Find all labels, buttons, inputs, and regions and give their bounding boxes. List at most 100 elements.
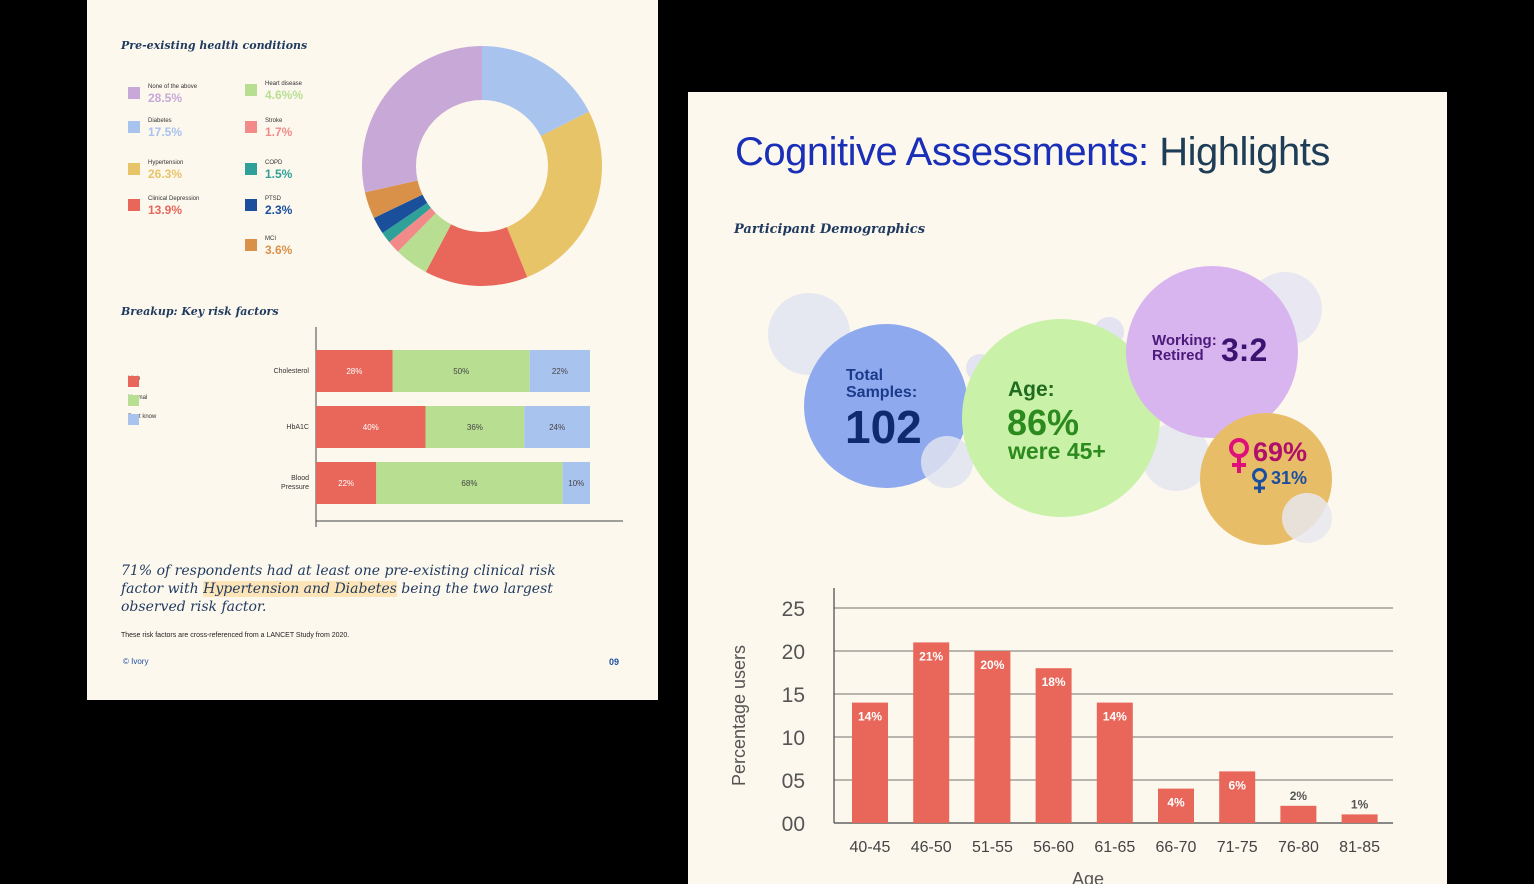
risk-legend-swatch	[128, 395, 139, 406]
health-donut-chart	[362, 46, 602, 286]
risk-bar-value-label: 40%	[363, 423, 379, 432]
risk-bar-value-label: 28%	[346, 367, 362, 376]
retired-label: Retired	[1152, 347, 1204, 364]
risk-bar-segment	[316, 406, 426, 448]
y-tick-label: 15	[782, 684, 805, 707]
donut-slice	[482, 46, 589, 137]
donut-slice	[397, 213, 452, 273]
cognitive-assessments-page: Cognitive Assessments: Highlights Partic…	[688, 92, 1447, 884]
risk-bar-segment	[529, 350, 590, 392]
y-tick-label: 10	[782, 727, 805, 750]
age-bar	[1341, 814, 1378, 823]
risk-category-line: Blood	[291, 475, 309, 482]
donut-slice	[362, 46, 482, 193]
working-retired-label: Working: Retired	[1152, 333, 1217, 363]
donut-slice	[364, 180, 423, 218]
age-bar	[1096, 702, 1133, 823]
age-subtext: were 45+	[1008, 438, 1106, 464]
bar-value-label: 6%	[1229, 778, 1247, 792]
legend-swatch	[128, 121, 140, 133]
decor-bubble	[921, 436, 973, 488]
risk-bar-segment	[392, 350, 530, 392]
male-percentage: 31%	[1271, 468, 1308, 488]
x-tick-label: 46-50	[911, 839, 952, 856]
x-tick-label: 76-80	[1278, 839, 1319, 856]
risk-bar-value-label: 50%	[453, 367, 469, 376]
risk-bar-segment	[524, 406, 590, 448]
age-bar	[1280, 805, 1317, 823]
donut-slice	[373, 194, 428, 234]
risk-category-label: Blood Pressure	[249, 474, 309, 492]
bar-value-label: 4%	[1167, 796, 1185, 810]
decor-bubble	[1142, 423, 1210, 491]
risk-bar-value-label: 22%	[338, 479, 354, 488]
legend-value: 3.6%	[265, 243, 293, 257]
legend-label: MCI	[265, 236, 276, 242]
page-title: Cognitive Assessments: Highlights	[735, 130, 1330, 175]
working-retired-bubble	[1126, 266, 1298, 438]
risk-bar-value-label: 36%	[467, 423, 483, 432]
risk-bar-segment	[316, 350, 393, 392]
x-tick-label: 71-75	[1217, 839, 1258, 856]
risk-category-line: Pressure	[280, 484, 309, 491]
page-title-part1: Cognitive Assessments:	[735, 130, 1149, 174]
y-tick-label: 25	[782, 598, 805, 621]
age-bar	[1035, 668, 1072, 823]
bar-value-label: 14%	[1103, 710, 1127, 724]
legend-label: COPD	[265, 160, 283, 166]
legend-value: 17.5%	[148, 125, 183, 139]
x-tick-label: 66-70	[1156, 839, 1197, 856]
legend-label: None of the above	[148, 84, 198, 90]
risk-bar-value-label: 24%	[549, 423, 565, 432]
legend-value: 1.7%	[265, 125, 293, 139]
male-symbol-icon	[1252, 468, 1267, 493]
risk-bar-segment	[316, 462, 377, 504]
risk-legend-item: Normal	[128, 395, 147, 406]
legend-swatch	[128, 163, 140, 175]
legend-value: 4.6%%	[265, 88, 304, 102]
footnote: These risk factors are cross-referenced …	[121, 632, 350, 639]
risk-legend-label: Dont know	[128, 414, 157, 420]
working-label: Working:	[1152, 332, 1217, 349]
age-bubble	[962, 319, 1160, 517]
age-distribution-chart: 00 05 10 15 20 25 Percentage users 14% 40-45 21% 4…	[729, 588, 1393, 884]
donut-slice	[506, 111, 602, 278]
legend-swatch	[245, 239, 257, 251]
legend-label: Stroke	[265, 118, 283, 124]
total-label-line2: Samples:	[846, 384, 918, 401]
age-bar	[913, 642, 950, 823]
risk-category-line: HbA1C	[286, 423, 309, 431]
page-title-part2: Highlights	[1159, 130, 1330, 174]
demographics-title: Participant Demographics	[734, 222, 926, 237]
donut-slice	[389, 207, 436, 252]
legend-label: Hypertension	[148, 160, 184, 166]
legend-value: 13.9%	[148, 203, 183, 217]
legend-swatch	[128, 199, 140, 211]
y-tick-label: 00	[782, 813, 805, 836]
age-bar	[1219, 771, 1256, 823]
legend-label: Diabetes	[148, 118, 172, 124]
risk-bar-segment	[562, 462, 590, 504]
x-tick-label: 81-85	[1339, 839, 1380, 856]
legend-value: 2.3%	[265, 203, 293, 217]
female-symbol-icon	[1229, 438, 1249, 473]
risk-bar-segment	[425, 406, 525, 448]
legend-swatch	[245, 163, 257, 175]
brand-mark: © Ivory	[123, 657, 149, 666]
legend-value: 26.3%	[148, 167, 183, 181]
age-value: 86%	[1007, 402, 1080, 443]
risk-factors-title: Breakup: Key risk factors	[121, 305, 279, 318]
total-samples-label: Total Samples:	[846, 367, 917, 401]
age-bar	[974, 651, 1011, 823]
y-tick-label: 05	[782, 770, 805, 793]
legend-swatch	[245, 84, 257, 96]
quote-text-start: 71% of respondents had at least one pre-…	[121, 563, 556, 597]
report-page-09: Pre-existing health conditions None of t…	[87, 0, 658, 700]
total-samples-value: 102	[845, 401, 922, 453]
risk-legend-swatch	[128, 376, 139, 387]
legend-swatch	[128, 87, 140, 99]
risk-bar-value-label: 10%	[568, 479, 584, 488]
risk-bar-value-label: 68%	[461, 479, 477, 488]
female-percentage: 69%	[1253, 437, 1308, 467]
y-axis-label: Percentage users	[729, 645, 749, 786]
